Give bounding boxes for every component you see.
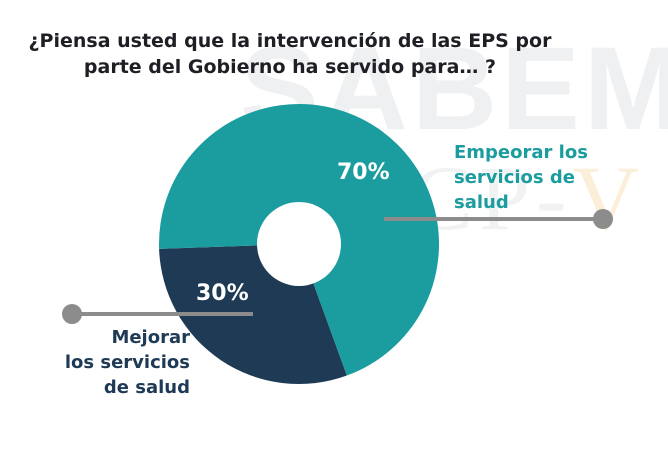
legend-label-empeorar-line-2: servicios de xyxy=(454,167,575,188)
callout-connector-mejorar-dot xyxy=(62,304,82,324)
legend-label-empeorar: Empeorar los servicios de salud xyxy=(454,140,588,215)
chart-title-line-2: parte del Gobierno ha servido para… ? xyxy=(83,56,497,78)
legend-label-empeorar-line-3: salud xyxy=(454,192,509,213)
data-label-empeorar: 70% xyxy=(337,160,390,185)
chart-title-line-1: ¿Piensa usted que la intervención de las… xyxy=(28,30,552,52)
legend-label-empeorar-line-1: Empeorar los xyxy=(454,142,588,163)
chart-title: ¿Piensa usted que la intervención de las… xyxy=(20,28,560,80)
legend-label-mejorar-line-3: de salud xyxy=(103,377,190,398)
donut-hole xyxy=(257,202,341,286)
data-label-mejorar: 30% xyxy=(196,281,249,306)
legend-label-mejorar-line-1: Mejorar xyxy=(111,327,190,348)
legend-label-mejorar: Mejorar los servicios de salud xyxy=(60,325,190,400)
legend-label-mejorar-line-2: los servicios xyxy=(64,352,190,373)
callout-connector-empeorar-dot xyxy=(593,209,613,229)
